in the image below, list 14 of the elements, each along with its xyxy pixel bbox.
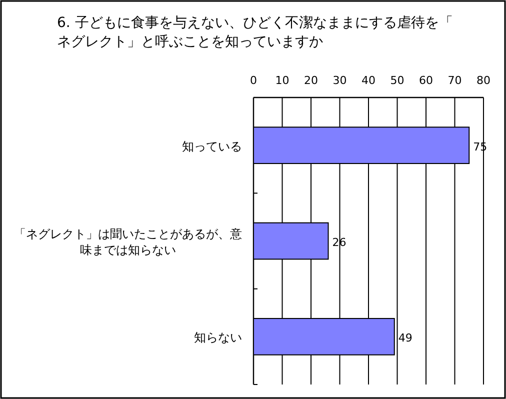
xtick: 70 [448, 74, 462, 87]
xtick: 30 [332, 74, 347, 87]
xtick: 40 [362, 74, 376, 87]
category: 知らない [194, 330, 242, 345]
xtick: 0 [250, 74, 257, 87]
xtick: 80 [476, 74, 490, 87]
xtick: 20 [304, 74, 318, 87]
title: 6. 子どもに食事を与えない、ひどく不潔なままにする虐待を「ネグレクト」と呼ぶことを知っていますか [57, 15, 453, 50]
category: 「ネグレクト」は聞いたことがあるが、意味までは知らない [14, 227, 242, 257]
category: 知っている [182, 139, 242, 154]
xtick: 50 [390, 74, 404, 87]
data-label: 49 [398, 332, 412, 345]
xtick: 10 [275, 74, 290, 87]
xtick: 60 [419, 74, 433, 87]
